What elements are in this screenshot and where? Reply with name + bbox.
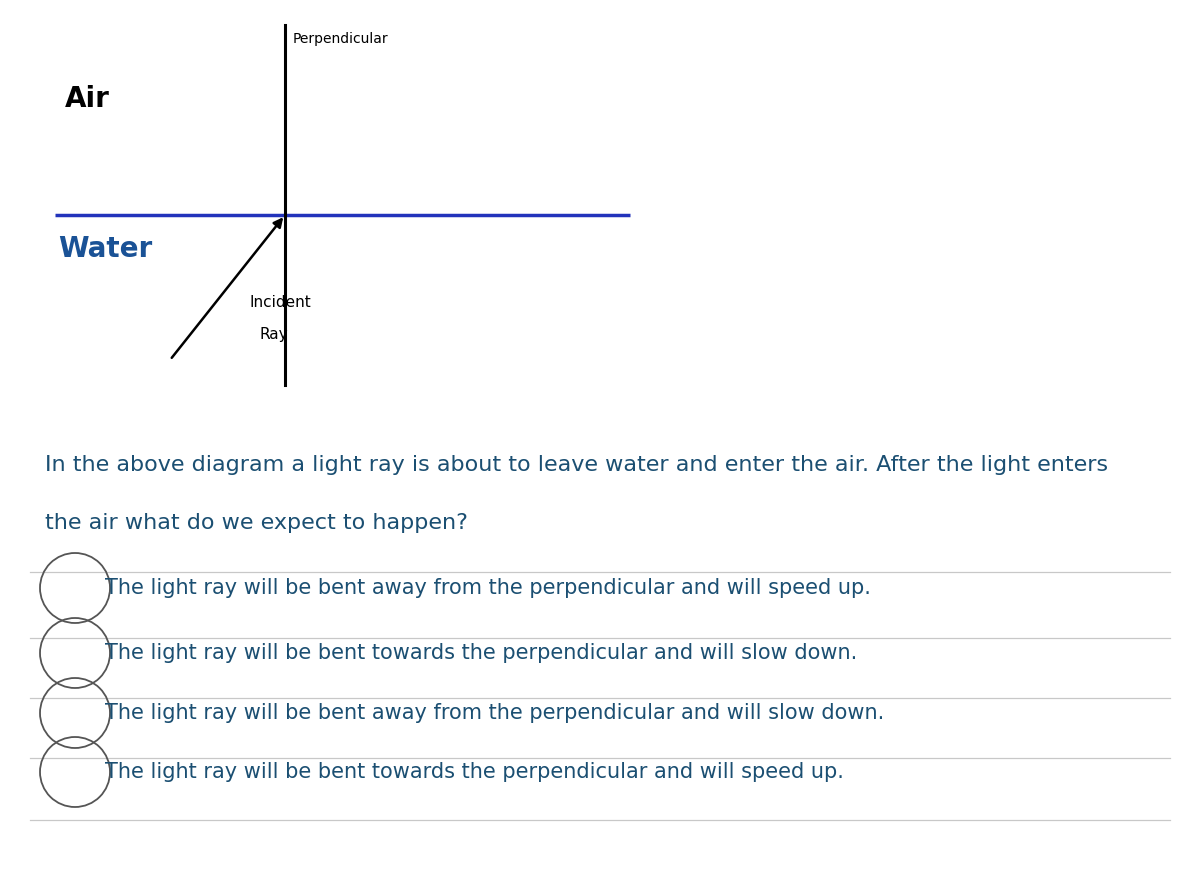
Text: The light ray will be bent away from the perpendicular and will speed up.: The light ray will be bent away from the… (106, 578, 871, 598)
Text: The light ray will be bent towards the perpendicular and will slow down.: The light ray will be bent towards the p… (106, 643, 857, 663)
Text: the air what do we expect to happen?: the air what do we expect to happen? (46, 513, 468, 533)
Text: Perpendicular: Perpendicular (293, 32, 389, 46)
Text: Water: Water (58, 235, 152, 263)
Text: Incident: Incident (250, 295, 312, 310)
Text: In the above diagram a light ray is about to leave water and enter the air. Afte: In the above diagram a light ray is abou… (46, 455, 1108, 475)
Text: The light ray will be bent towards the perpendicular and will speed up.: The light ray will be bent towards the p… (106, 762, 844, 782)
Text: Air: Air (65, 85, 110, 113)
Text: Ray: Ray (259, 327, 288, 341)
Text: The light ray will be bent away from the perpendicular and will slow down.: The light ray will be bent away from the… (106, 703, 884, 723)
